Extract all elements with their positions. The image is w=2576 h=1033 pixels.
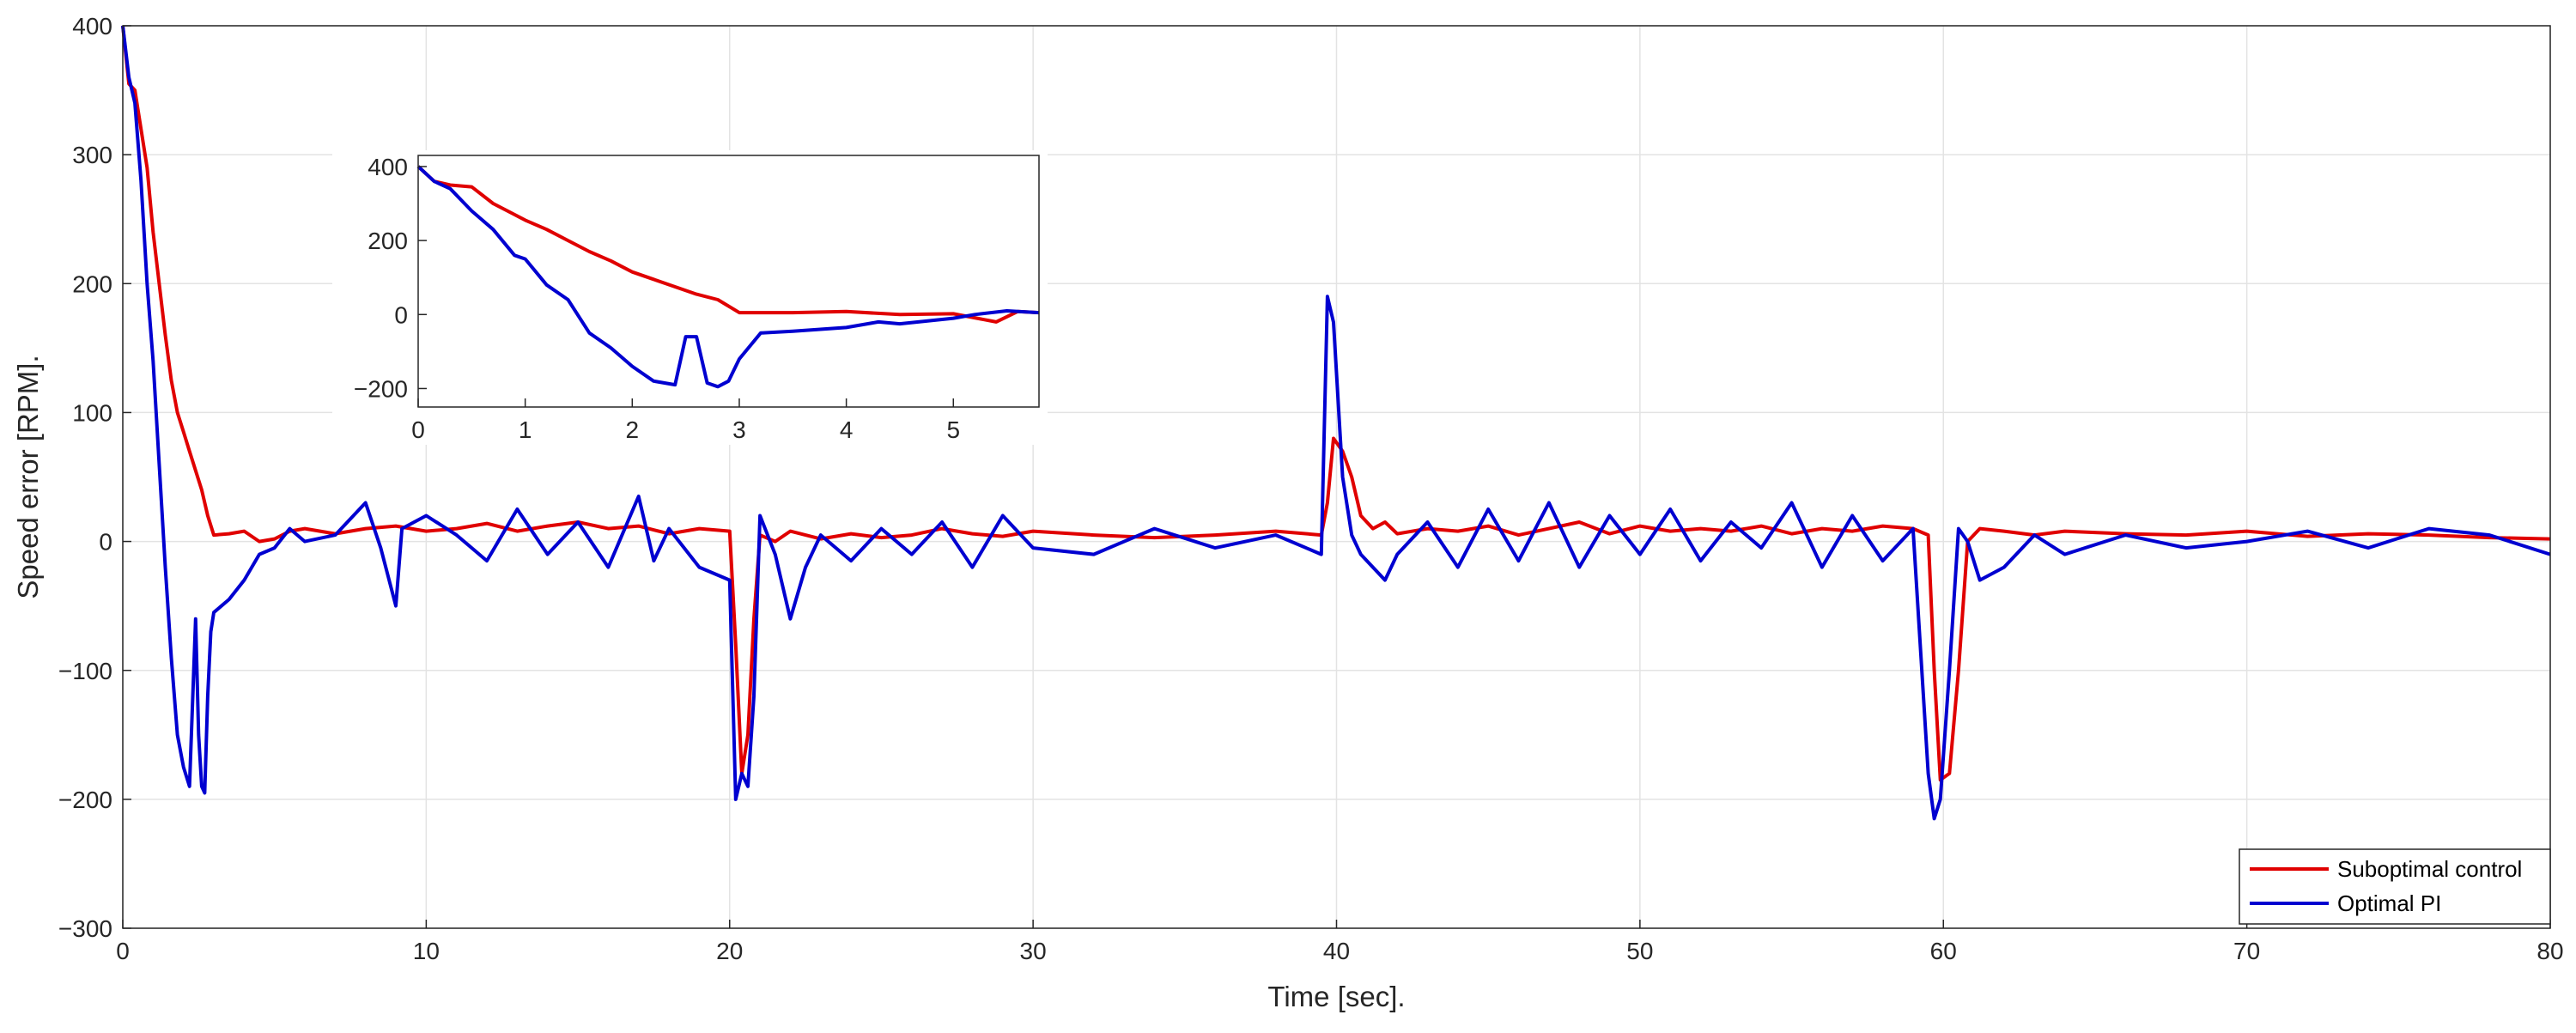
main-xtick-label-0: 0 (116, 938, 130, 964)
inset-series-line-1 (416, 165, 1040, 389)
x-axis-label: Time [sec]. (1267, 981, 1405, 1012)
main-series-group (121, 25, 2551, 821)
legend-label-optimal-pi: Optimal PI (2337, 890, 2441, 916)
inset-xtick-label-2: 2 (626, 416, 640, 443)
main-ytick-label-5: 200 (72, 270, 112, 297)
y-axis-label: Speed error [RPM]. (12, 355, 44, 599)
inset-background (332, 150, 1048, 445)
main-xtick-label-2: 20 (716, 938, 743, 964)
main-ytick-label-2: −100 (58, 658, 112, 684)
main-xtick-label-8: 80 (2537, 938, 2563, 964)
main-xtick-label-5: 50 (1626, 938, 1653, 964)
inset-series-line-0 (416, 165, 1040, 324)
main-tick-labels: 0 10 20 30 40 50 60 70 80−300−200−10001002003004… (58, 13, 2564, 964)
inset-ytick-label-3: 400 (368, 154, 408, 180)
main-ytick-label-3: 0 (99, 529, 112, 556)
inset-xtick-label-0: 0 (411, 416, 425, 443)
main-xtick-label-6: 60 (1930, 938, 1957, 964)
legend: Suboptimal control Optimal PI (2239, 848, 2551, 925)
inset-xtick-label-3: 3 (732, 416, 746, 443)
main-series-line-0 (121, 25, 2551, 782)
main-xtick-label-4: 40 (1323, 938, 1350, 964)
main-ytick-label-4: 100 (72, 400, 112, 427)
inset-ytick-label-2: 200 (368, 228, 408, 254)
legend-box (2239, 848, 2551, 925)
main-xtick-label-7: 70 (2233, 938, 2260, 964)
inset-xtick-label-1: 1 (519, 416, 532, 443)
main-xtick-label-3: 30 (1020, 938, 1047, 964)
main-xtick-label-1: 10 (413, 938, 440, 964)
inset-ytick-label-1: 0 (394, 301, 408, 328)
inset-axes-frame (417, 155, 1040, 408)
main-series-line-1 (121, 25, 2551, 821)
inset-xtick-label-5: 5 (946, 416, 960, 443)
main-ytick-label-0: −300 (58, 915, 112, 942)
inset-ytick-label-0: −200 (354, 376, 408, 403)
inset-series-group (416, 165, 1040, 389)
inset-xtick-label-4: 4 (840, 416, 854, 443)
main-ytick-label-1: −200 (58, 787, 112, 813)
main-ytick-label-7: 400 (72, 13, 112, 39)
legend-label-suboptimal: Suboptimal control (2337, 856, 2522, 882)
main-ytick-label-6: 300 (72, 142, 112, 168)
